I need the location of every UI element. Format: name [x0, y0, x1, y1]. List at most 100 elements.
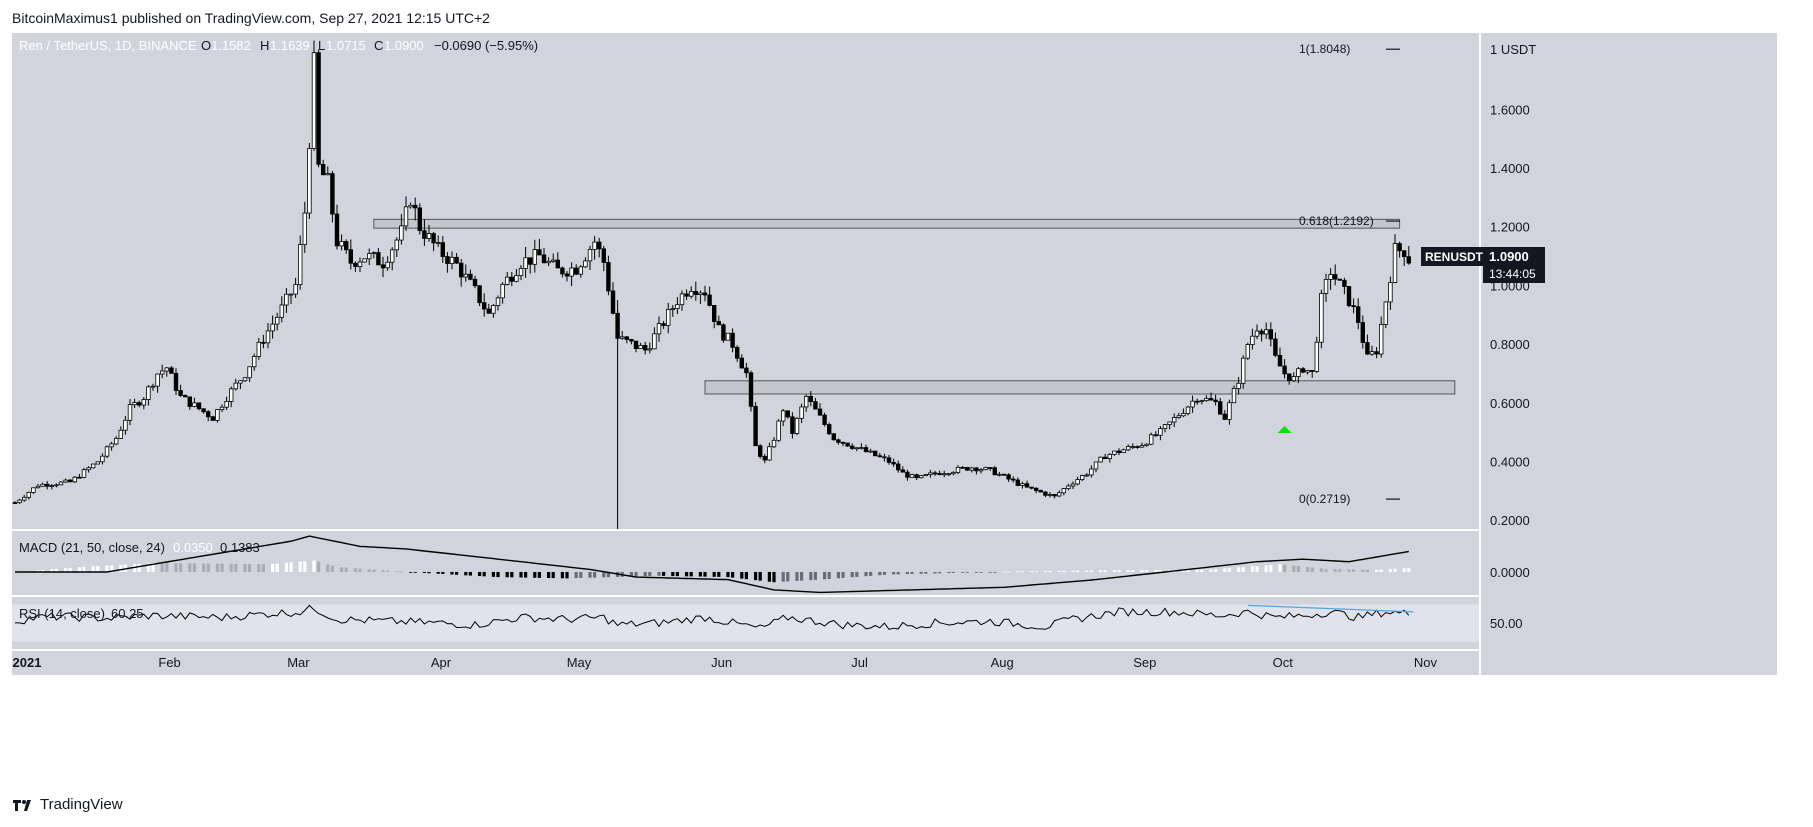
macd-hist-bar — [179, 563, 183, 572]
candle — [68, 478, 73, 483]
macd-legend-label: MACD (21, 50, close, 24) — [19, 540, 165, 555]
candle — [1245, 342, 1250, 360]
candle — [1149, 432, 1154, 446]
candle — [1015, 477, 1020, 487]
rsi-legend: RSI (14, close) 60.25 — [19, 606, 144, 621]
candle — [790, 412, 795, 439]
fib-label: 0(0.2719) — [1299, 492, 1350, 506]
macd-hist-bar — [896, 571, 900, 575]
macd-hist-bar — [317, 561, 321, 572]
candle — [196, 402, 202, 411]
macd-hist-bar — [993, 571, 997, 573]
candle — [643, 341, 648, 355]
macd-hist-bar — [1227, 568, 1231, 572]
price-pane-bg — [12, 33, 1479, 529]
macd-hist-bar — [1089, 570, 1093, 572]
candle — [831, 432, 836, 441]
candle — [670, 304, 675, 317]
candle — [854, 447, 859, 452]
candle — [1231, 385, 1237, 404]
macd-hist-bar — [1099, 570, 1103, 572]
candle — [836, 438, 841, 445]
candle — [1402, 250, 1407, 266]
candle — [781, 408, 786, 427]
macd-hist-bar — [1209, 569, 1213, 572]
price-tag: RENUSDT 1.0900 13:44:05 — [1421, 247, 1545, 283]
macd-hist-bar — [698, 571, 702, 577]
candle — [371, 251, 376, 259]
candle — [647, 342, 652, 354]
candle — [1277, 347, 1283, 367]
macd-hist-bar — [643, 571, 647, 577]
macd-hist-bar — [36, 570, 40, 572]
macd-hist-bar — [689, 571, 693, 577]
macd-hist-bar — [289, 562, 293, 572]
candle — [440, 236, 445, 263]
candle — [1190, 395, 1195, 413]
chart-svg[interactable]: 1(1.8048) 0.618(1.2192) 0(0.2719) 1 USDT 1.… — [12, 33, 1777, 783]
macd-hist-bar — [1255, 565, 1259, 572]
macd-hist-bar — [1043, 570, 1047, 572]
fib-label: 0.618(1.2192) — [1299, 214, 1374, 228]
macd-hist-bar — [855, 571, 859, 577]
macd-hist-bar — [82, 566, 86, 572]
candle — [1043, 491, 1048, 498]
candle — [1020, 481, 1025, 489]
macd-hist-bar — [657, 571, 661, 576]
candle — [495, 295, 501, 311]
candle — [63, 478, 68, 483]
macd-hist-bar — [537, 571, 541, 578]
macd-hist-bar — [988, 571, 992, 573]
macd-hist-bar — [344, 567, 348, 572]
candle — [435, 235, 441, 247]
rsi-tick-label: 50.00 — [1490, 616, 1523, 631]
macd-hist-bar — [961, 571, 965, 573]
tradingview-brand[interactable]: TradingView — [12, 796, 123, 813]
candle — [403, 196, 409, 231]
macd-hist-bar — [160, 563, 164, 572]
candle — [1107, 453, 1112, 463]
time-axis-bg — [12, 651, 1479, 675]
macd-hist-bar — [1057, 570, 1061, 572]
macd-hist-bar — [1002, 571, 1006, 573]
macd-hist-bar — [422, 571, 426, 573]
macd-hist-bar — [823, 571, 827, 580]
price-tick-label: 0.8000 — [1490, 337, 1530, 352]
candle — [1346, 286, 1352, 308]
candle — [675, 297, 680, 314]
candle — [146, 385, 151, 406]
price-tick-label: 0.6000 — [1490, 396, 1530, 411]
candle — [758, 444, 763, 459]
macd-hist-bar — [551, 571, 555, 579]
macd-hist-bar — [1347, 569, 1351, 572]
candle — [739, 354, 744, 369]
candle — [1319, 289, 1324, 349]
candle — [712, 305, 717, 329]
macd-hist-bar — [1076, 570, 1080, 572]
price-axis-bg — [1481, 33, 1777, 675]
resistance-zone[interactable] — [373, 218, 1401, 229]
macd-hist-bar — [841, 571, 845, 578]
candle — [532, 239, 537, 273]
candle — [905, 469, 910, 481]
macd-legend-v1: 0.0350 — [173, 540, 213, 555]
macd-hist-bar — [726, 571, 730, 578]
candle — [40, 482, 45, 487]
macd-hist-bar — [1062, 570, 1066, 572]
candle — [1052, 493, 1057, 499]
macd-hist-bar — [427, 571, 431, 574]
macd-hist-bar — [1085, 570, 1089, 572]
candle — [541, 247, 547, 264]
candle — [1172, 413, 1177, 428]
macd-hist-bar — [303, 561, 307, 572]
candle — [1254, 324, 1260, 340]
candle — [886, 455, 892, 465]
candle — [1392, 234, 1398, 284]
candle — [1135, 445, 1140, 449]
rsi-legend-label: RSI (14, close) — [19, 606, 105, 621]
support-zone[interactable] — [704, 380, 1456, 395]
candle — [923, 474, 928, 477]
candle — [417, 203, 422, 235]
macd-hist-bar — [409, 571, 413, 573]
macd-hist-bar — [671, 571, 675, 577]
